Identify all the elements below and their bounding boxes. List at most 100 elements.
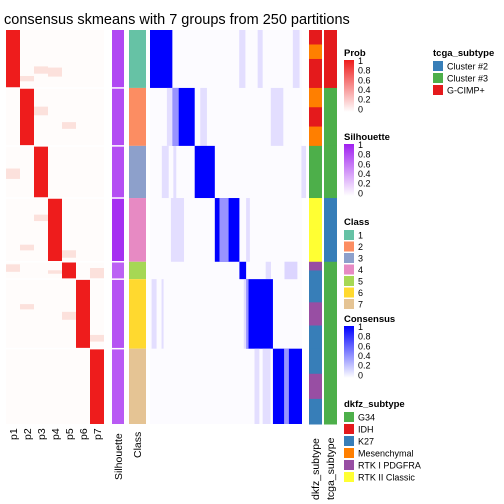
class-legend-swatch-6: [344, 287, 354, 298]
dkfz-legend-label: RTK I PDGFRA: [358, 461, 421, 471]
dkfz-legend-swatch: [344, 436, 354, 446]
class-label: Class: [132, 432, 144, 458]
consensus-offdiag: [161, 279, 164, 349]
class-cell-5: [129, 261, 146, 280]
consensus-offdiag: [284, 348, 289, 424]
class-cell-7: [129, 348, 146, 424]
dkfz-cell: [309, 373, 322, 400]
tcga-legend-title: tcga_subtype: [433, 48, 494, 59]
annotation-bars: [309, 30, 337, 425]
prob-cell-minor: [90, 267, 104, 279]
class-cell-1: [129, 30, 146, 88]
silhouette-cell-class-4: [112, 198, 124, 262]
prob-cell-minor: [34, 106, 48, 116]
class-legend-label-7: 7: [358, 300, 363, 310]
tcga-cell: [324, 87, 337, 147]
consensus-offdiag: [170, 198, 185, 262]
dkfz-cell: [309, 30, 322, 45]
prob-cell-minor: [62, 250, 76, 258]
silhouette-bar: [112, 30, 124, 424]
dkfz-legend-swatch: [344, 448, 354, 458]
dkfz-legend-title: dkfz_subtype: [344, 399, 405, 410]
prob-cell-class-4: [48, 198, 62, 262]
silhouette-legend-tick: 0.2: [358, 179, 371, 189]
tcga-cell: [324, 145, 337, 199]
class-bar: [129, 30, 146, 424]
tcga-subtype-label: tcga_subtype: [325, 437, 337, 500]
dkfz-cell: [309, 261, 322, 271]
class-legend-swatch-3: [344, 253, 354, 263]
dkfz-legend-label: G34: [358, 413, 375, 423]
prob-cell-class-6: [76, 279, 90, 349]
silhouette-legend-title: Silhouette: [344, 132, 390, 143]
column-label-p2: p2: [22, 428, 34, 440]
class-cell-3: [129, 145, 146, 199]
class-legend-label-4: 4: [358, 265, 363, 275]
silhouette-cell-class-3: [112, 145, 124, 199]
consensus-offdiag: [262, 348, 271, 424]
silhouette-cell-class-7: [112, 348, 124, 424]
prob-cell-minor: [20, 244, 34, 251]
consensus-offdiag: [257, 30, 263, 88]
silhouette-legend-tick: 0.4: [358, 169, 371, 179]
class-legend-label-6: 6: [358, 288, 363, 298]
prob-cell-minor: [6, 264, 20, 272]
dkfz-legend-swatch: [344, 460, 354, 470]
dkfz-cell: [309, 229, 322, 263]
dkfz-cell: [309, 107, 322, 128]
consensus-block-class-1: [150, 30, 173, 88]
consensus-offdiag: [270, 87, 284, 146]
consensus-legend-gradient: [344, 326, 354, 378]
silhouette-legend-tick: 1: [358, 140, 363, 150]
silhouette-legend-tick: 0: [358, 188, 363, 198]
class-legend-swatch-5: [344, 276, 354, 286]
tcga-cell: [324, 198, 337, 263]
dkfz-subtype-label: dkfz_subtype: [310, 438, 322, 500]
consensus-offdiag: [161, 145, 169, 199]
dkfz-cell: [309, 198, 322, 231]
class-legend-label-2: 2: [358, 242, 363, 252]
consensus-offdiag: [219, 198, 229, 262]
column-label-p6: p6: [78, 428, 90, 440]
dkfz-cell: [309, 325, 322, 350]
dkfz-cell: [309, 270, 322, 280]
prob-cell-minor: [90, 334, 104, 342]
consensus-block-class-6: [246, 279, 273, 349]
column-label-p1: p1: [8, 428, 20, 440]
consensus-heatmap: [150, 30, 307, 424]
tcga-legend-swatch: [433, 73, 443, 83]
prob-legend-gradient: [344, 60, 354, 112]
consensus-offdiag: [239, 30, 246, 88]
prob-cell-minor: [20, 75, 34, 82]
dkfz-cell: [309, 126, 322, 147]
dkfz-cell: [309, 279, 322, 303]
silhouette-cell-class-2: [112, 87, 124, 146]
dkfz-cell: [309, 348, 322, 375]
consensus-legend-tick: 0: [358, 370, 363, 380]
silhouette-cell-class-5: [112, 261, 124, 280]
prob-cell-minor: [34, 66, 48, 74]
consensus-legend-tick: 0.8: [358, 332, 371, 342]
dkfz-cell: [309, 171, 322, 199]
dkfz-legend-swatch: [344, 424, 354, 434]
silhouette-cell-class-1: [112, 30, 124, 88]
prob-cell-class-7: [90, 348, 104, 424]
prob-legend-tick: 0: [358, 104, 363, 114]
tcga-legend-label: Cluster #3: [447, 74, 488, 84]
silhouette-cell-class-6: [112, 279, 124, 349]
silhouette-label: Silhouette: [113, 433, 125, 480]
class-legend-swatch-2: [344, 241, 354, 252]
class-legend-label-3: 3: [358, 254, 363, 264]
consensus-legend-tick: 1: [358, 322, 363, 332]
consensus-block-class-3: [194, 145, 215, 199]
prob-legend-tick: 0.2: [358, 95, 371, 105]
dkfz-cell: [309, 73, 322, 89]
consensus-legend-tick: 0.2: [358, 361, 371, 371]
class-legend-label-5: 5: [358, 277, 363, 287]
prob-legend-title: Prob: [344, 48, 366, 59]
tcga-cell: [324, 261, 337, 280]
class-legend-swatch-1: [344, 230, 354, 240]
silhouette-legend-tick: 0.8: [358, 150, 371, 160]
dkfz-cell: [309, 87, 322, 108]
